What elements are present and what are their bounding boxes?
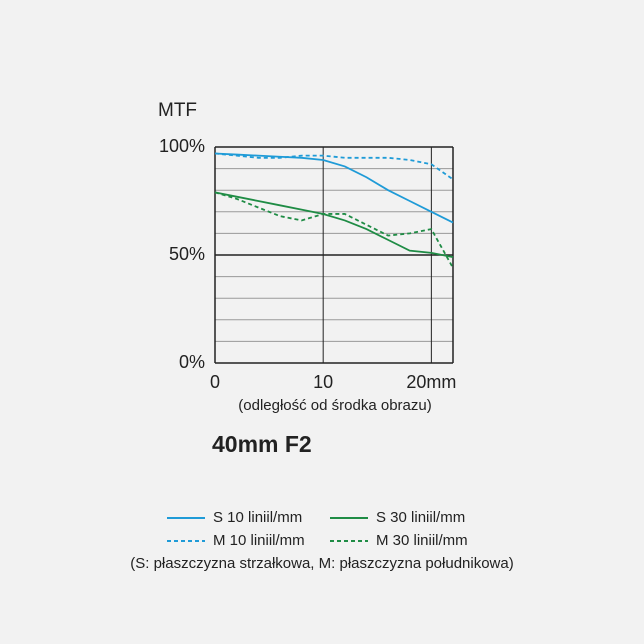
y-tick-label: 100% [159,136,205,156]
x-tick-label: 20mm [406,372,456,392]
legend-label: S 10 liniil/mm [213,509,302,526]
note: (S: płaszczyzna strzałkowa, M: płaszczyz… [130,555,513,572]
x-tick-label: 0 [210,372,220,392]
data-line [214,191,454,259]
legend-label: M 10 liniil/mm [213,532,305,549]
x-tick-label: 10 [313,372,333,392]
x-axis-title: (odległość od środka obrazu) [238,397,431,414]
data-line [214,191,454,269]
legend-label: S 30 liniil/mm [376,509,465,526]
legend-label: M 30 liniil/mm [376,532,468,549]
y-axis-title: MTF [158,100,197,121]
data-line [214,152,454,224]
y-tick-label: 50% [169,244,205,264]
data-line [214,152,454,181]
y-tick-label: 0% [179,352,205,372]
chart-title: 40mm F2 [212,431,312,457]
